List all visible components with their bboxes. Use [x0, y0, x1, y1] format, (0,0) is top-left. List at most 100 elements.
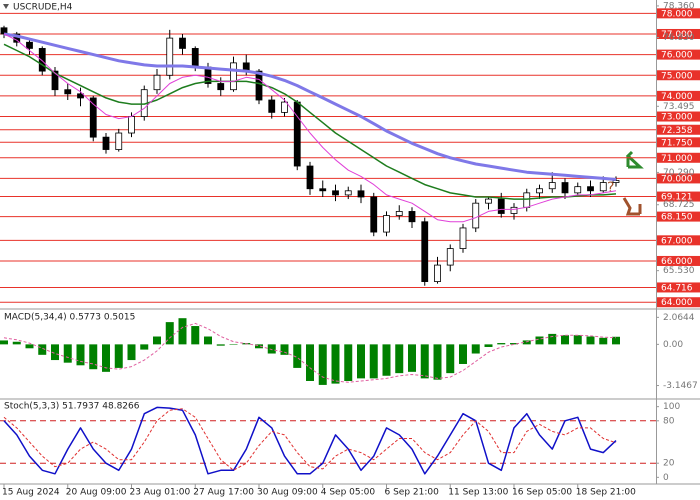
level-label: 75.000	[661, 71, 693, 81]
macd-bar	[63, 344, 72, 363]
candle-body	[612, 180, 620, 183]
x-tick-label: 23 Aug 01:00	[130, 488, 191, 498]
x-tick-label: 6 Sep 21:00	[385, 488, 440, 498]
macd-bar	[165, 322, 174, 345]
level-label: 74.000	[661, 92, 693, 102]
level-label: 67.000	[661, 236, 693, 246]
candle-body	[344, 190, 352, 196]
macd-bar	[12, 341, 21, 345]
y-tick-label: 65.530	[663, 266, 695, 276]
macd-bar	[586, 336, 595, 345]
candle-body	[89, 97, 97, 138]
macd-title: MACD(5,34,4) 0.5773 0.5015	[4, 313, 135, 323]
candle-body	[64, 89, 72, 95]
symbol-icon	[3, 4, 9, 9]
y-tick-label: 0	[663, 473, 669, 483]
level-label-box	[657, 297, 700, 308]
macd-bar	[446, 344, 455, 374]
level-label-box	[657, 28, 700, 39]
candle-body	[561, 182, 569, 194]
x-tick-label: 4 Sep 05:00	[321, 488, 376, 498]
candle-body	[217, 83, 225, 91]
level-label: 76.000	[661, 51, 693, 61]
indicator-line	[3, 408, 617, 471]
x-tick-label: 20 Aug 09:00	[66, 488, 127, 498]
level-label-box	[657, 124, 700, 135]
candle-body	[459, 227, 467, 249]
macd-bar	[102, 344, 110, 372]
macd-bar	[89, 344, 98, 370]
candle-body	[383, 215, 390, 233]
macd-bar	[191, 326, 200, 345]
level-label-box	[657, 211, 700, 222]
stoch-title: Stoch(5,3,3) 51.7937 48.8266	[4, 402, 140, 412]
chart-title: USCRUDE,H4	[13, 3, 73, 13]
candle-body	[191, 48, 199, 68]
macd-bar	[267, 344, 276, 354]
macd-bar	[140, 344, 149, 350]
indicator-line	[3, 322, 617, 383]
macd-bar	[25, 344, 34, 349]
candle-body	[434, 264, 441, 282]
candle-body	[51, 70, 59, 91]
candle-body	[77, 93, 84, 99]
macd-bar	[0, 340, 8, 345]
level-label: 64.716	[661, 283, 693, 293]
level-label: 64.000	[661, 298, 693, 308]
candle-body	[0, 27, 8, 35]
candle-body	[268, 99, 276, 113]
x-tick-label: 18 Sep 21:00	[576, 488, 636, 498]
macd-bar	[548, 333, 557, 345]
candle-body	[536, 188, 543, 194]
level-label-box	[657, 8, 700, 19]
macd-bar	[471, 344, 480, 354]
level-label: 71.000	[661, 154, 693, 164]
macd-bar	[357, 344, 365, 379]
candle-body	[102, 136, 110, 150]
level-label: 72.358	[661, 126, 693, 136]
macd-bar	[395, 344, 404, 374]
candle-body	[293, 101, 301, 167]
macd-bar	[535, 336, 544, 345]
macd-bar	[255, 344, 263, 349]
level-label-box	[657, 191, 700, 202]
level-label: 66.000	[661, 257, 693, 267]
candle-body	[446, 248, 454, 266]
candle-body	[153, 74, 161, 91]
indicator-line	[3, 32, 617, 181]
indicator-line	[3, 406, 617, 475]
candle-body	[548, 182, 556, 190]
macd-bar	[114, 344, 123, 368]
y-tick-label: 78.360	[663, 1, 695, 11]
candle-body	[587, 186, 594, 192]
level-label-box	[657, 111, 700, 122]
level-label-box	[657, 173, 700, 184]
y-tick-label: 100	[663, 402, 680, 412]
x-tick-label: 27 Aug 17:00	[193, 488, 254, 498]
macd-bar	[280, 344, 289, 355]
macd-bar	[433, 344, 442, 380]
macd-bar	[76, 344, 85, 366]
candle-body	[523, 192, 531, 208]
candle-body	[485, 198, 492, 204]
macd-bar	[331, 344, 340, 384]
candle-body	[370, 196, 378, 233]
candle-body	[166, 37, 174, 76]
y-tick-label: 2.0644	[663, 313, 695, 323]
candle-body	[408, 211, 416, 223]
macd-bar	[216, 344, 225, 346]
macd-bar	[612, 336, 620, 345]
macd-bar	[408, 344, 416, 372]
candle-body	[115, 132, 123, 150]
candle-body	[357, 190, 365, 198]
candle-body	[255, 70, 263, 101]
candle-body	[319, 188, 327, 192]
x-tick-label: 30 Aug 09:00	[257, 488, 318, 498]
y-tick-label: 70.290	[663, 168, 695, 178]
candle-body	[26, 41, 33, 49]
candle-body	[574, 186, 582, 194]
level-label: 70.000	[661, 174, 693, 184]
macd-bar	[293, 344, 302, 368]
